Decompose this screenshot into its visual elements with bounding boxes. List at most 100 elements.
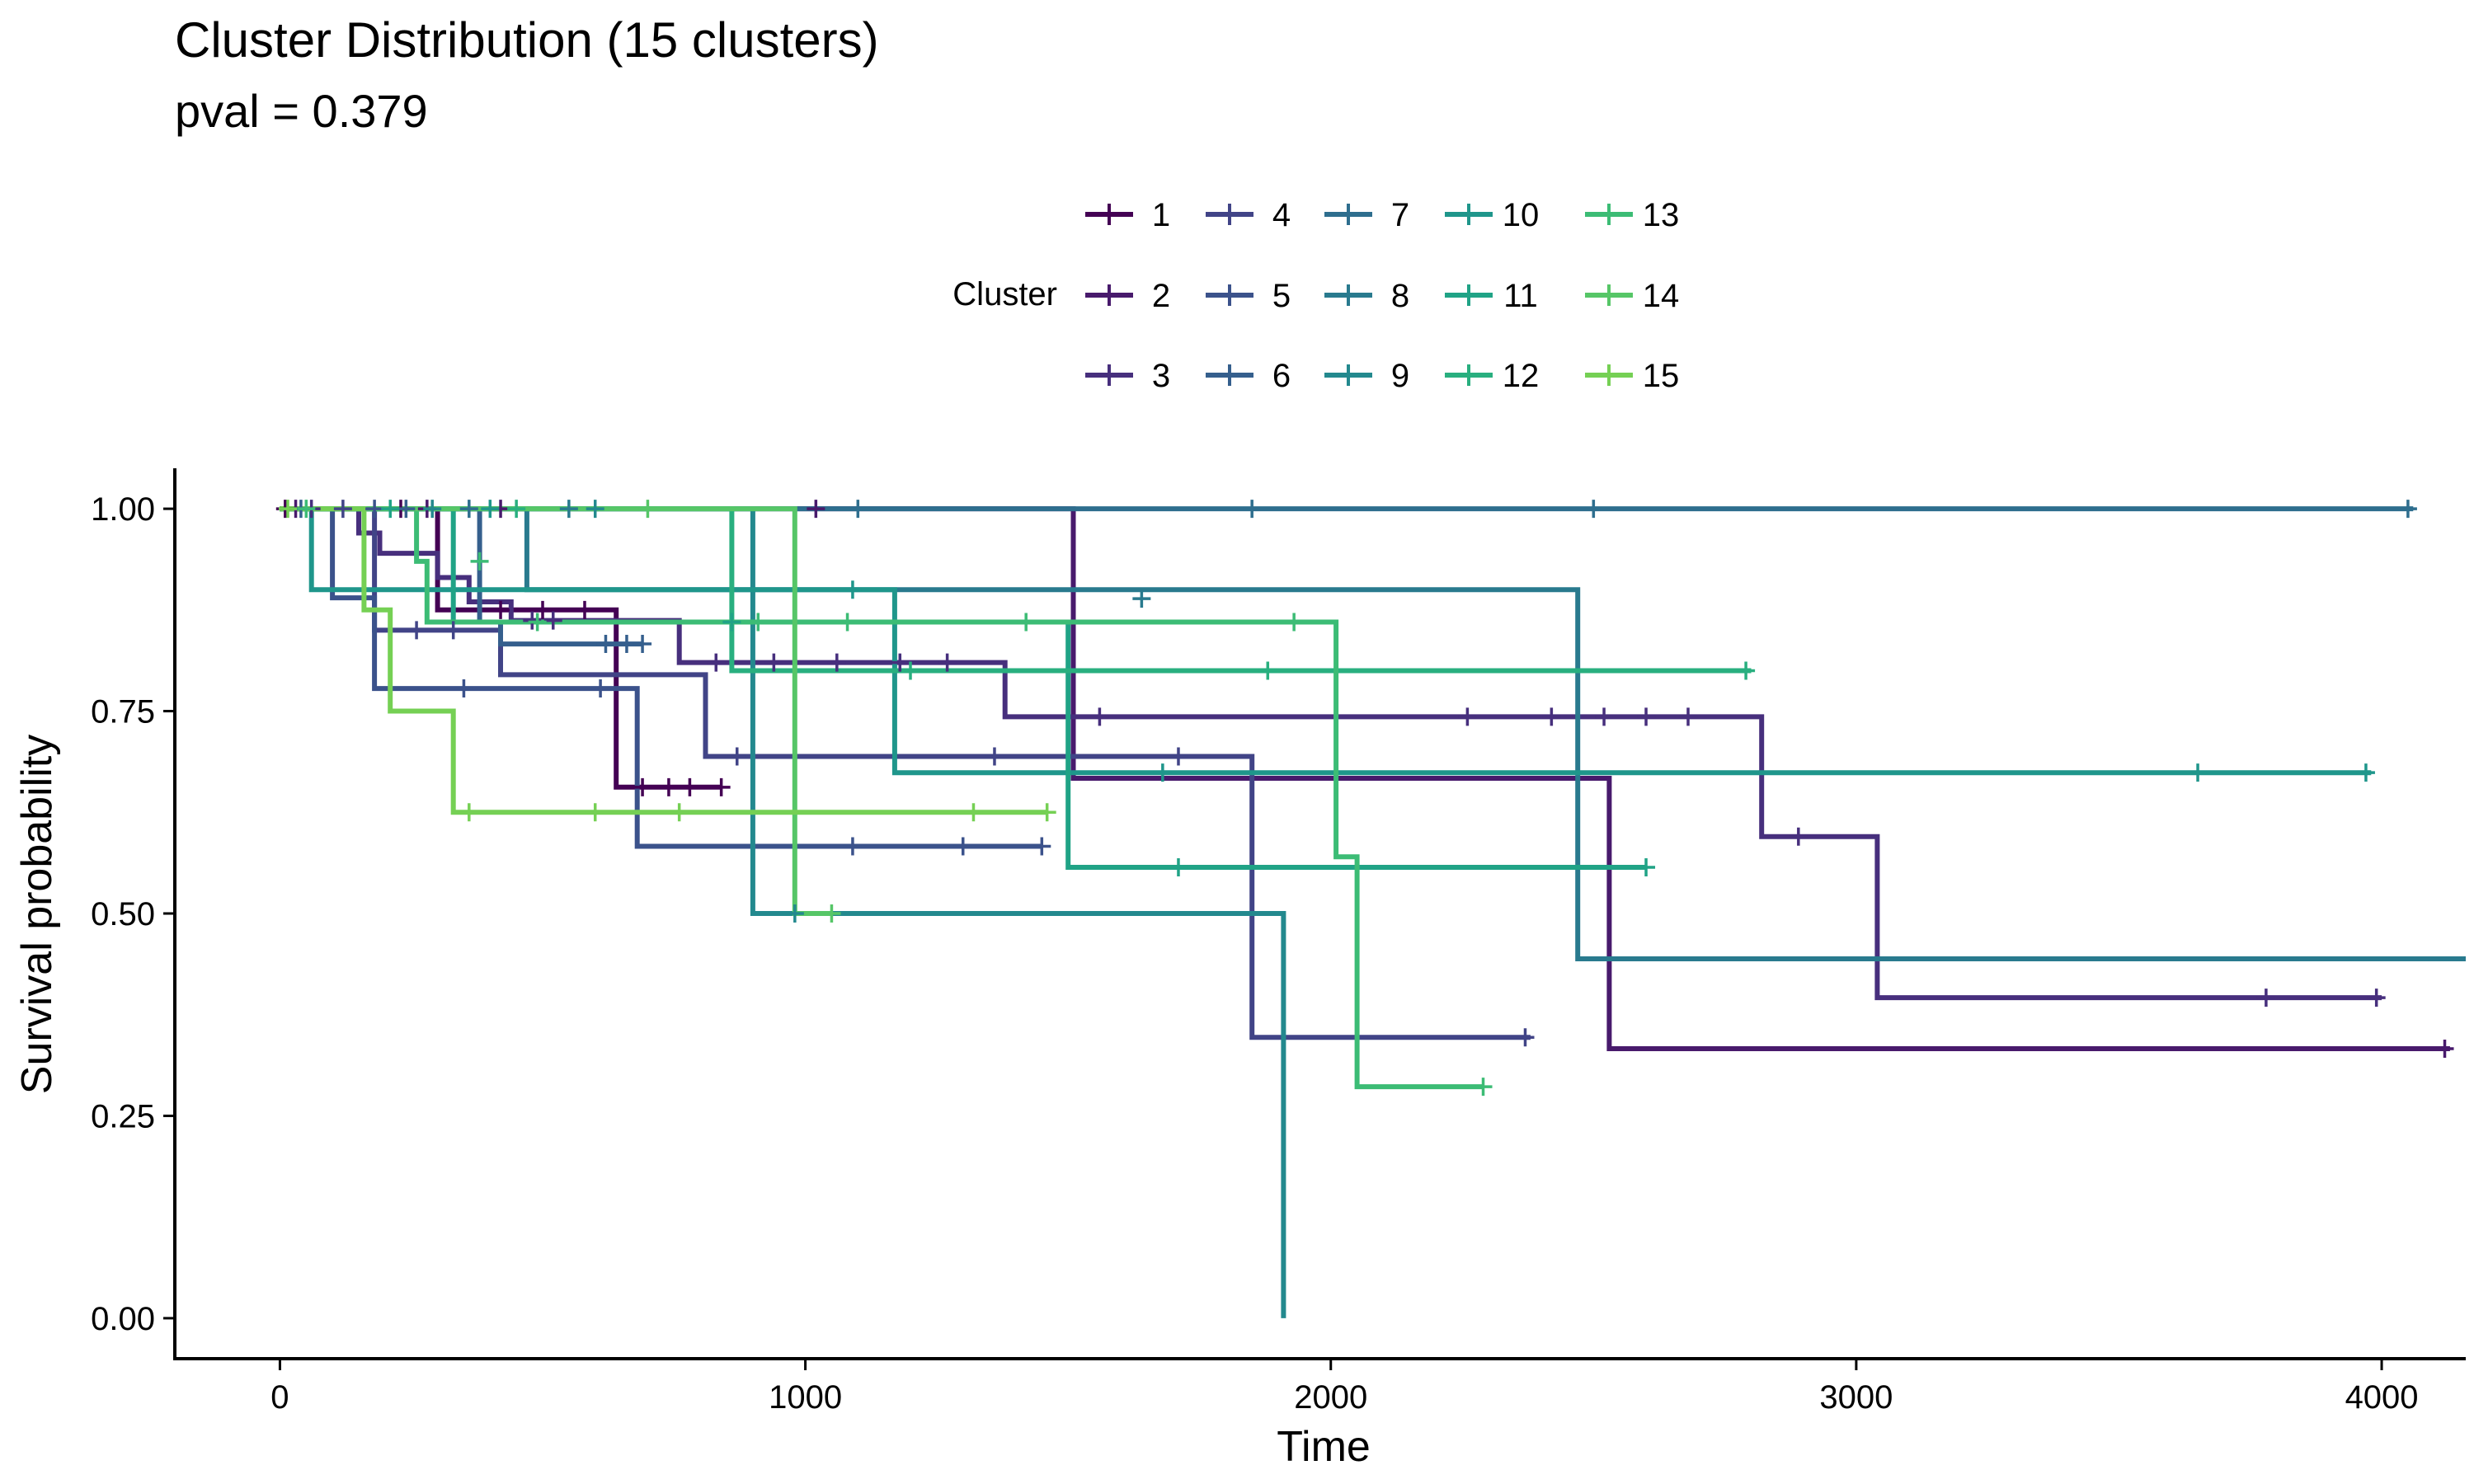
censor-mark-cluster-3: [1090, 707, 1109, 726]
censor-mark-cluster-3: [891, 653, 910, 672]
censor-mark-cluster-10: [2189, 763, 2208, 782]
legend-item-cluster-9: 9: [1324, 358, 1409, 394]
series-line-cluster-14: [280, 506, 832, 916]
censor-mark-cluster-12: [507, 500, 526, 519]
legend-label: 7: [1391, 197, 1409, 233]
censor-mark-cluster-13: [1474, 1078, 1493, 1097]
censor-mark-cluster-5: [365, 500, 384, 519]
legend-item-cluster-1: 1: [1085, 197, 1170, 233]
censor-mark-cluster-15: [1037, 803, 1056, 822]
legend-label: 2: [1152, 278, 1170, 314]
censor-mark-cluster-15: [278, 500, 297, 519]
x-tick-label: 2000: [1294, 1379, 1367, 1416]
censor-mark-cluster-13: [838, 613, 857, 632]
censor-mark-cluster-5: [843, 837, 862, 856]
censor-mark-cluster-5: [591, 679, 610, 698]
legend-label: 1: [1152, 197, 1170, 233]
censor-mark-cluster-3: [827, 653, 846, 672]
censor-mark-cluster-15: [459, 803, 478, 822]
legend-item-cluster-14: 14: [1585, 278, 1679, 314]
legend-item-cluster-10: 10: [1445, 197, 1539, 233]
censor-mark-cluster-6: [596, 635, 615, 654]
x-tick-label: 3000: [1819, 1379, 1893, 1416]
censor-mark-cluster-3: [1542, 707, 1561, 726]
censor-mark-cluster-4: [407, 621, 426, 640]
x-tick-label: 0: [270, 1379, 289, 1416]
legend-item-cluster-3: 3: [1085, 358, 1170, 394]
censor-mark-cluster-9: [586, 500, 604, 519]
censor-mark-cluster-3: [707, 653, 726, 672]
censor-mark-cluster-8: [1132, 589, 1151, 608]
censor-mark-cluster-7: [2398, 500, 2417, 519]
legend-title: Cluster: [952, 276, 1057, 312]
censor-mark-cluster-14: [822, 904, 841, 923]
censor-mark-cluster-12: [1258, 661, 1277, 680]
censor-mark-cluster-15: [586, 803, 604, 822]
censor-mark-cluster-7: [1243, 500, 1262, 519]
legend-item-cluster-5: 5: [1206, 278, 1291, 314]
legend-label: 3: [1152, 358, 1170, 394]
censor-mark-cluster-13: [528, 613, 547, 632]
legend-label: 9: [1391, 358, 1409, 394]
legend-label: 15: [1643, 358, 1680, 394]
series-line-cluster-13: [280, 506, 1484, 1090]
censor-mark-cluster-6: [633, 635, 652, 654]
censor-mark-cluster-10: [843, 580, 862, 599]
censor-mark-cluster-3: [2367, 989, 2386, 1007]
censor-mark-cluster-6: [617, 635, 636, 654]
censor-mark-cluster-6: [397, 500, 416, 519]
censor-mark-cluster-11: [1637, 858, 1656, 877]
censor-mark-cluster-1: [534, 600, 553, 619]
axes: 0 1000 2000 3000 4000 0.00 0.25 0.50 0.75 1.00: [91, 468, 2466, 1416]
censor-mark-cluster-4: [985, 747, 1004, 766]
censor-mark-cluster-15: [670, 803, 689, 822]
chart-title: Cluster Distribution (15 clusters): [175, 12, 879, 68]
censor-mark-cluster-5: [953, 837, 972, 856]
censor-mark-cluster-4: [333, 500, 352, 519]
legend-label: 5: [1272, 278, 1291, 314]
censor-mark-cluster-4: [444, 621, 463, 640]
chart-subtitle: pval = 0.379: [175, 85, 428, 137]
censor-mark-cluster-7: [459, 500, 478, 519]
series-line-cluster-15: [280, 506, 1047, 815]
censor-mark-cluster-12: [1737, 661, 1756, 680]
censor-mark-cluster-4: [1516, 1028, 1535, 1047]
legend-label: 12: [1503, 358, 1540, 394]
censor-mark-cluster-3: [1679, 707, 1698, 726]
censor-mark-cluster-10: [481, 500, 500, 519]
x-axis-label: Time: [1277, 1423, 1371, 1471]
censor-mark-cluster-1: [712, 777, 731, 796]
series-line-cluster-10: [280, 506, 2372, 776]
legend-item-cluster-2: 2: [1085, 278, 1170, 314]
y-axis-label: Survival probability: [13, 735, 61, 1094]
censor-mark-cluster-8: [559, 500, 578, 519]
censor-mark-cluster-1: [633, 777, 652, 796]
legend-label: 8: [1391, 278, 1409, 314]
censor-mark-cluster-3: [1789, 827, 1808, 846]
legend-label: 10: [1503, 197, 1540, 233]
legend-label: 6: [1272, 358, 1291, 394]
censor-mark-cluster-15: [964, 803, 983, 822]
y-tick-label: 1.00: [91, 491, 155, 528]
censor-mark-cluster-3: [938, 653, 957, 672]
censor-mark-cluster-2: [2435, 1039, 2454, 1058]
censor-mark-cluster-13: [1017, 613, 1036, 632]
legend-label: 14: [1643, 278, 1680, 314]
censor-mark-cluster-9: [423, 500, 442, 519]
censor-mark-cluster-3: [1595, 707, 1614, 726]
series-line-cluster-8: [280, 506, 2466, 961]
legend-label: 11: [1503, 278, 1538, 314]
censor-mark-cluster-1: [575, 600, 594, 619]
legend-label: 13: [1643, 197, 1680, 233]
censor-mark-cluster-9: [785, 904, 804, 923]
legend-item-cluster-12: 12: [1445, 358, 1539, 394]
censor-mark-cluster-3: [543, 611, 562, 630]
censor-mark-cluster-1: [680, 777, 699, 796]
legend-label: 4: [1272, 197, 1291, 233]
series-line-cluster-4: [280, 506, 1531, 1040]
y-tick-label: 0.75: [91, 694, 155, 730]
legend-item-cluster-15: 15: [1585, 358, 1679, 394]
x-tick-label: 4000: [2345, 1379, 2419, 1416]
